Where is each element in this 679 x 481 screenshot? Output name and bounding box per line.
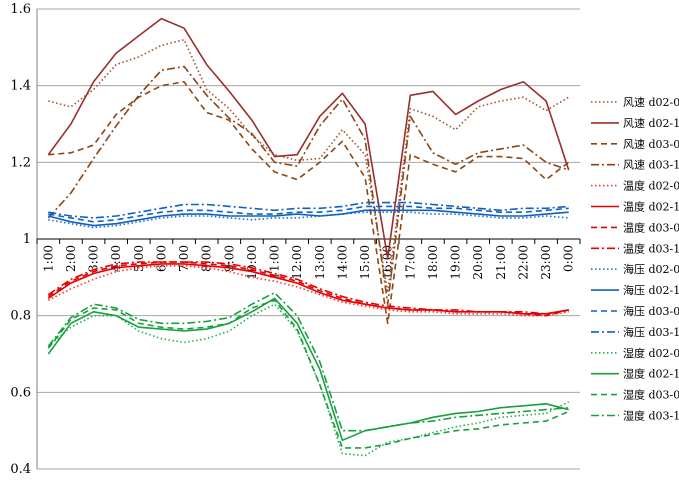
x-tick-label-7:00: 7:00	[177, 245, 191, 272]
legend-label-风速-d03-00: 风速 d03-00	[623, 138, 679, 151]
legend-label-温度-d02-00: 温度 d02-00	[623, 179, 679, 193]
series-line-风速-d03-00	[48, 81, 570, 325]
legend-label-风速-d03-12: 风速 d03-12	[623, 159, 679, 172]
legend-label-湿度-d02-00: 湿度 d02-00	[623, 346, 679, 360]
series-line-风速-d02-00	[48, 38, 570, 294]
legend-label-海压-d03-00: 海压 d03-00	[623, 304, 679, 318]
y-tick-label-0.6: 0.6	[10, 385, 31, 400]
legend-label-海压-d02-00: 海压 d02-00	[623, 262, 679, 276]
x-tick-label-15:00: 15:00	[358, 245, 372, 280]
y-tick-label-0.4: 0.4	[10, 462, 31, 477]
x-tick-label-1:00: 1:00	[41, 245, 55, 272]
y-tick-label-0.8: 0.8	[10, 309, 31, 324]
legend-label-风速-d02-12: 风速 d02-12	[623, 117, 679, 130]
series-line-温度-d03-00	[47, 261, 569, 317]
series-line-湿度-d03-12	[47, 291, 569, 432]
y-tick-labels: 0.4 0.6 0.8 1 1.2 1.4 1.6	[10, 2, 31, 477]
legend-label-温度-d02-12: 温度 d02-12	[623, 200, 679, 214]
series-line-湿度-d02-00	[47, 303, 570, 457]
axes	[36, 9, 581, 469]
y-tick-label-1.2: 1.2	[10, 155, 31, 170]
x-tick-label-6:00: 6:00	[154, 245, 168, 272]
series-line-温度-d02-00	[47, 264, 569, 317]
x-tick-label-21:00: 21:00	[494, 245, 508, 280]
series-line-海压-d03-12	[48, 201, 569, 219]
x-tick-labels: 1:00 2:00 3:00 4:00 5:00 6:00 7:00 8:00 9:00 10:0…	[41, 245, 575, 280]
legend-label-海压-d02-12: 海压 d02-12	[623, 283, 679, 297]
legend-label-海压-d03-12: 海压 d03-12	[623, 325, 679, 339]
series-line-海压-d03-00	[48, 205, 569, 223]
y-tick-label-1: 1	[23, 232, 31, 247]
x-tick-label-13:00: 13:00	[313, 245, 327, 280]
series-line-温度-d02-12	[47, 263, 569, 315]
x-tick-label-22:00: 22:00	[516, 245, 530, 280]
series-line-海压-d02-12	[48, 209, 569, 227]
legend-label-温度-d03-12: 温度 d03-12	[623, 241, 679, 255]
x-tick-label-10:00: 10:00	[245, 245, 259, 280]
series-line-湿度-d02-12	[47, 297, 569, 442]
y-tick-label-1.6: 1.6	[10, 2, 31, 17]
series-line-风速-d03-12	[47, 65, 569, 306]
x-tick-label-11:00: 11:00	[268, 245, 282, 280]
x-tick-label-18:00: 18:00	[426, 245, 440, 280]
x-tick-label-2:00: 2:00	[64, 245, 78, 272]
x-tick-label-14:00: 14:00	[335, 245, 349, 280]
x-tick-label-20:00: 20:00	[471, 245, 485, 280]
legend-label-温度-d03-00: 温度 d03-00	[623, 220, 679, 234]
series-line-风速-d02-12	[47, 17, 570, 260]
y-tick-label-1.4: 1.4	[10, 79, 31, 94]
legend: 风速 d02-00 风速 d02-12 风速 d03-00 风速 d03-12 温度 d…	[591, 96, 679, 423]
x-tick-label-0:00: 0:00	[562, 245, 576, 272]
series-lines	[47, 17, 570, 457]
x-tick-label-23:00: 23:00	[539, 245, 553, 280]
series-line-湿度-d03-00	[47, 299, 570, 449]
legend-label-风速-d02-00: 风速 d02-00	[623, 96, 679, 109]
x-tick-label-12:00: 12:00	[290, 245, 304, 280]
x-tick-label-3:00: 3:00	[87, 245, 101, 272]
x-tick-label-17:00: 17:00	[403, 245, 417, 280]
legend-label-湿度-d03-00: 湿度 d03-00	[623, 388, 679, 402]
legend-label-湿度-d03-12: 湿度 d03-12	[623, 409, 679, 423]
legend-label-湿度-d02-12: 湿度 d02-12	[623, 367, 679, 381]
x-tick-label-19:00: 19:00	[449, 245, 463, 280]
